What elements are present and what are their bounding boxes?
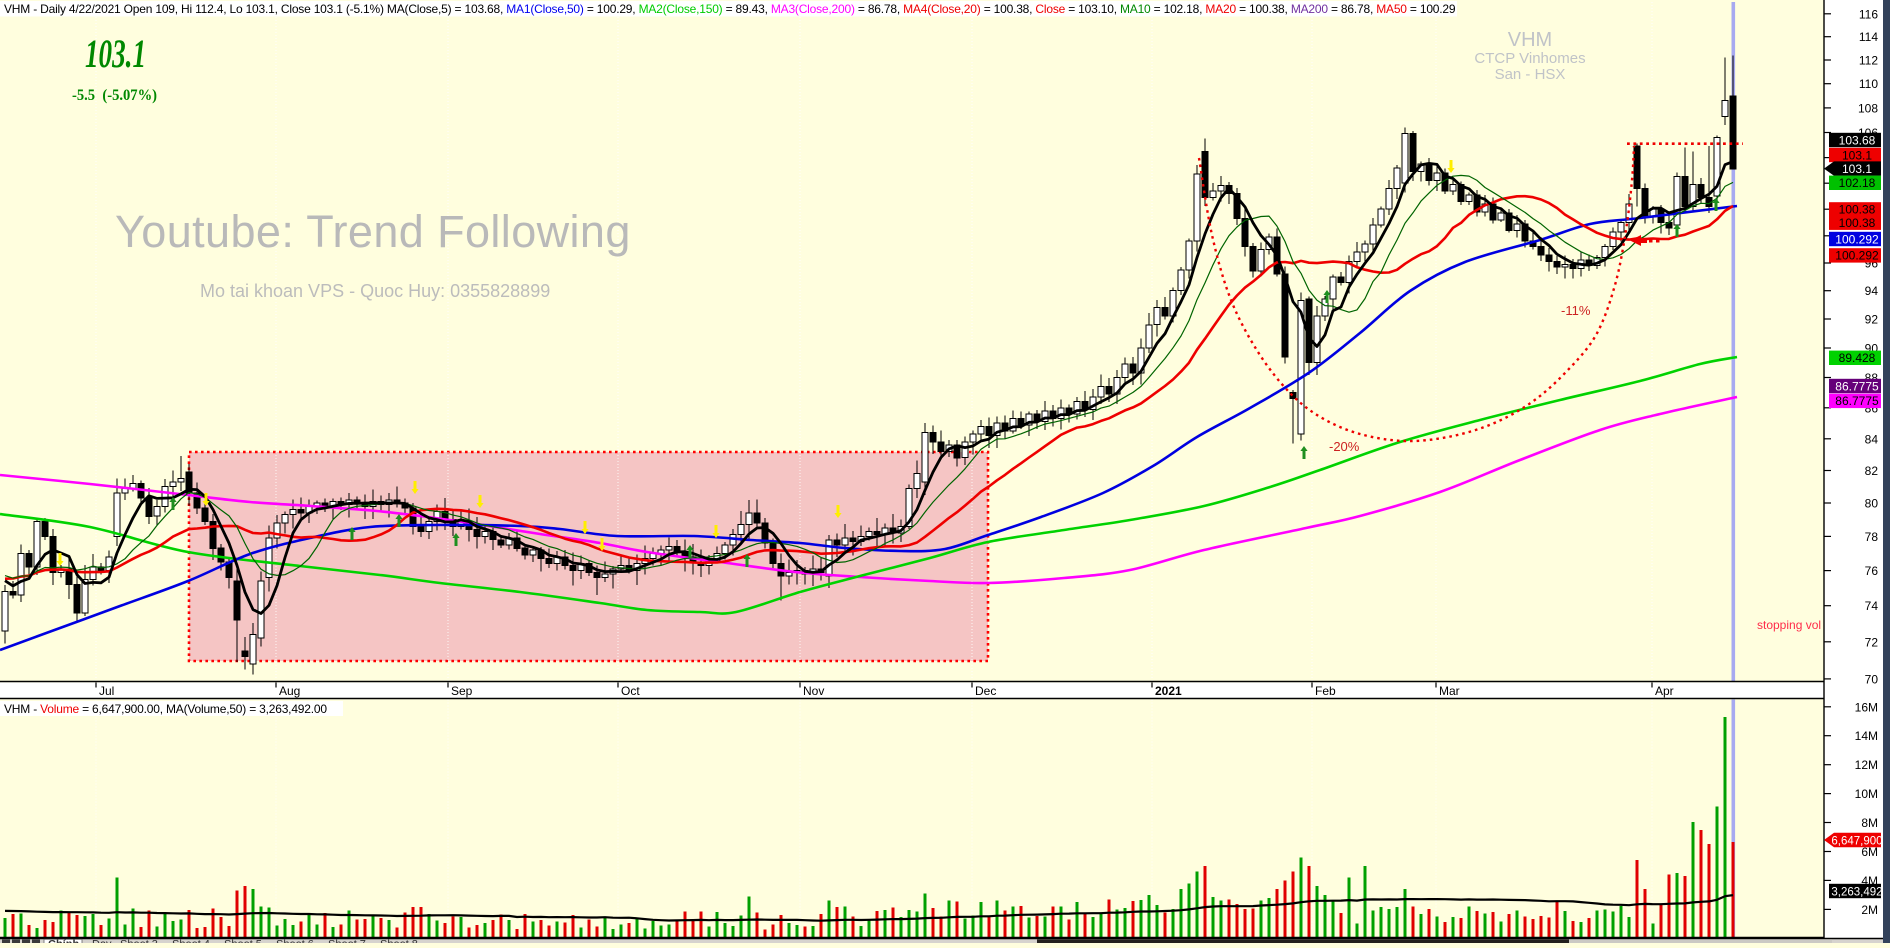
svg-text:92: 92 xyxy=(1865,313,1879,327)
svg-text:84: 84 xyxy=(1865,432,1879,446)
svg-text:14M: 14M xyxy=(1855,729,1878,743)
svg-text:stopping vol: stopping vol xyxy=(1757,618,1821,632)
svg-text:Oct: Oct xyxy=(621,684,640,698)
svg-text:70: 70 xyxy=(1865,672,1879,686)
svg-text:16M: 16M xyxy=(1855,700,1878,714)
svg-text:72: 72 xyxy=(1865,635,1879,649)
svg-text:114: 114 xyxy=(1859,30,1878,44)
svg-text:110: 110 xyxy=(1859,77,1878,91)
svg-text:Mar: Mar xyxy=(1439,684,1460,698)
svg-text:Apr: Apr xyxy=(1655,684,1674,698)
svg-text:86.7775: 86.7775 xyxy=(1835,379,1879,393)
svg-text:80: 80 xyxy=(1865,497,1879,511)
svg-text:Sheet 5: Sheet 5 xyxy=(224,939,262,944)
svg-text:103.1: 103.1 xyxy=(85,31,146,76)
svg-text:116: 116 xyxy=(1859,7,1878,21)
svg-text:Sep: Sep xyxy=(451,684,473,698)
svg-text:74: 74 xyxy=(1865,599,1879,613)
svg-text:82: 82 xyxy=(1865,464,1879,478)
svg-text:2M: 2M xyxy=(1861,903,1878,917)
svg-text:89.428: 89.428 xyxy=(1839,351,1876,365)
svg-text:100.292: 100.292 xyxy=(1835,249,1879,263)
svg-text:2021: 2021 xyxy=(1155,684,1182,698)
svg-text:-11%: -11% xyxy=(1561,303,1591,318)
svg-text:103.1: 103.1 xyxy=(1842,148,1872,162)
svg-text:Youtube: Trend Following: Youtube: Trend Following xyxy=(115,206,631,257)
svg-text:100.292: 100.292 xyxy=(1835,232,1879,246)
svg-text:San - HSX: San - HSX xyxy=(1495,66,1566,83)
svg-text:VHM: VHM xyxy=(1508,29,1552,51)
svg-text:100.38: 100.38 xyxy=(1839,216,1876,230)
svg-text:3,263,492: 3,263,492 xyxy=(1831,886,1882,898)
svg-text:Sheet 3: Sheet 3 xyxy=(120,939,158,944)
svg-text:108: 108 xyxy=(1858,101,1878,115)
svg-text:VHM - Volume = 6,647,900.00, M: VHM - Volume = 6,647,900.00, MA(Volume,5… xyxy=(4,702,327,716)
svg-text:Feb: Feb xyxy=(1315,684,1336,698)
svg-text:VHM - Daily 4/22/2021 Open 109: VHM - Daily 4/22/2021 Open 109, Hi 112.4… xyxy=(4,2,1456,16)
svg-text:CTCP Vinhomes: CTCP Vinhomes xyxy=(1474,50,1585,67)
svg-text:Dec: Dec xyxy=(975,684,996,698)
svg-text:Nov: Nov xyxy=(803,684,824,698)
svg-text:Sheet 8: Sheet 8 xyxy=(380,939,418,944)
svg-text:Mo tai khoan VPS - Quoc Huy: 0: Mo tai khoan VPS - Quoc Huy: 0355828899 xyxy=(200,281,550,301)
svg-text:Day: Day xyxy=(92,939,112,944)
svg-text:76: 76 xyxy=(1865,564,1879,578)
svg-text:Jul: Jul xyxy=(99,684,114,698)
svg-text:102.18: 102.18 xyxy=(1839,176,1876,190)
svg-text:94: 94 xyxy=(1865,284,1879,298)
svg-text:Sheet 7: Sheet 7 xyxy=(328,939,366,944)
svg-text:78: 78 xyxy=(1865,530,1879,544)
svg-text:-5.5 (-5.07%): -5.5 (-5.07%) xyxy=(72,87,157,104)
svg-text:12M: 12M xyxy=(1855,758,1878,772)
svg-text:103.1: 103.1 xyxy=(1842,162,1872,176)
svg-text:6,647,900: 6,647,900 xyxy=(1831,835,1882,847)
svg-text:Chính: Chính xyxy=(48,939,79,944)
svg-text:112: 112 xyxy=(1859,54,1878,68)
svg-text:10M: 10M xyxy=(1855,787,1878,801)
svg-text:8M: 8M xyxy=(1861,816,1878,830)
svg-text:6M: 6M xyxy=(1861,845,1878,859)
svg-text:Sheet 4: Sheet 4 xyxy=(172,939,210,944)
svg-text:Sheet 6: Sheet 6 xyxy=(276,939,314,944)
svg-text:-20%: -20% xyxy=(1329,439,1360,454)
svg-text:103.68: 103.68 xyxy=(1839,133,1876,147)
svg-text:Aug: Aug xyxy=(279,684,300,698)
svg-text:100.38: 100.38 xyxy=(1839,203,1876,217)
svg-text:86.7775: 86.7775 xyxy=(1835,394,1879,408)
